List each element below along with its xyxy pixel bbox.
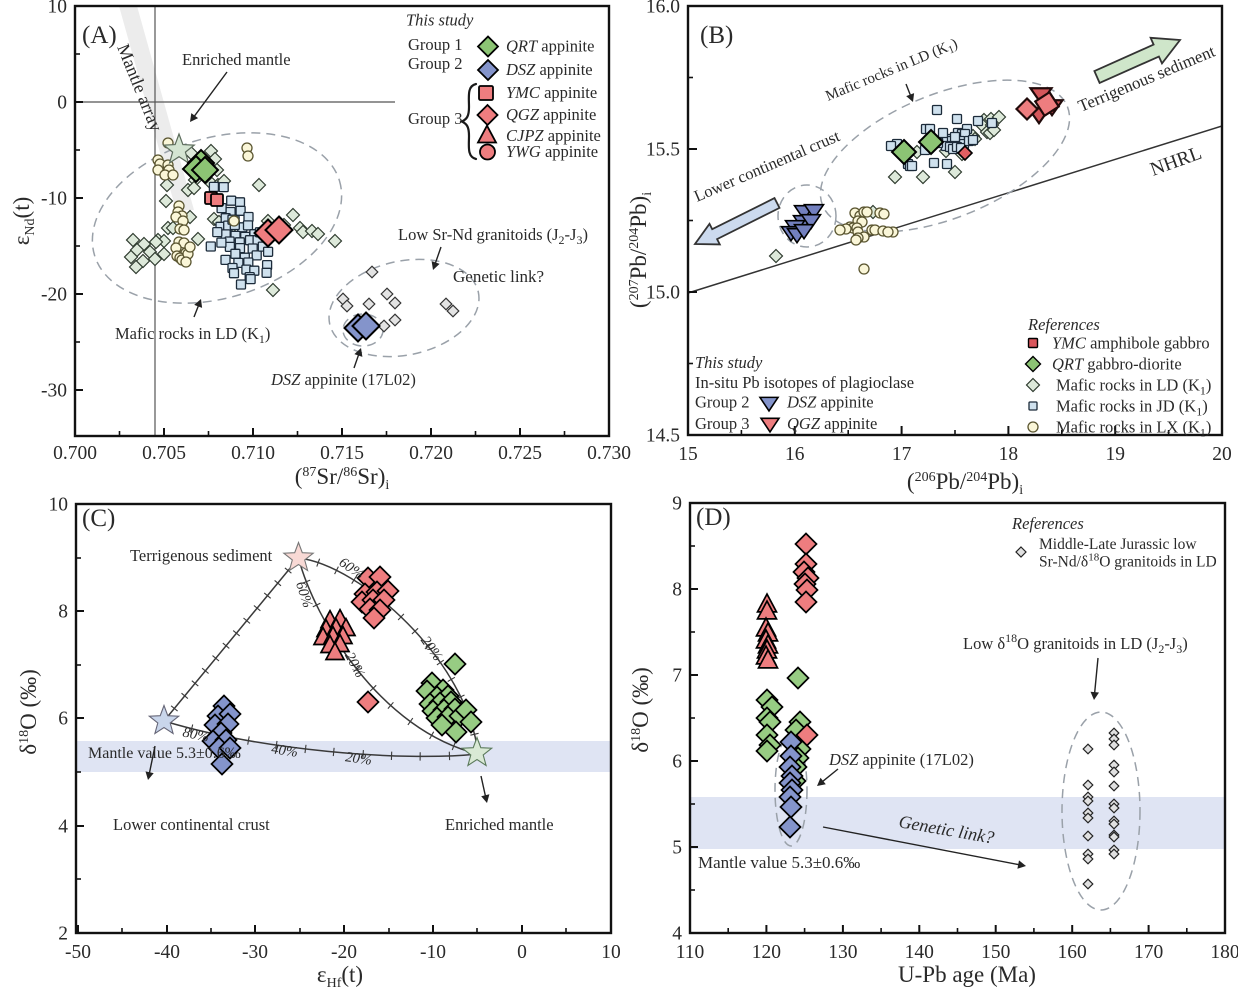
svg-text:This study: This study bbox=[695, 353, 763, 372]
svg-text:130: 130 bbox=[828, 942, 857, 963]
svg-text:10: 10 bbox=[48, 0, 68, 18]
svg-text:0.705: 0.705 bbox=[142, 443, 186, 464]
svg-text:Group 2: Group 2 bbox=[695, 393, 750, 412]
svg-text:0.720: 0.720 bbox=[409, 443, 453, 464]
svg-text:Low Sr-Nd granitoids (J2-J3): Low Sr-Nd granitoids (J2-J3) bbox=[398, 225, 588, 247]
svg-text:CJPZ appinite: CJPZ appinite bbox=[506, 126, 601, 145]
svg-text:Enriched mantle: Enriched mantle bbox=[445, 815, 554, 834]
svg-text:This study: This study bbox=[406, 11, 474, 30]
svg-text:Low δ18O granitoids in LD (J2-: Low δ18O granitoids in LD (J2-J3) bbox=[963, 631, 1188, 656]
svg-text:6: 6 bbox=[58, 709, 68, 730]
svg-text:0.715: 0.715 bbox=[320, 443, 364, 464]
svg-text:-20: -20 bbox=[331, 942, 357, 963]
svg-text:15: 15 bbox=[678, 444, 698, 465]
svg-text:0.725: 0.725 bbox=[498, 443, 542, 464]
svg-text:17: 17 bbox=[892, 444, 912, 465]
svg-text:0.730: 0.730 bbox=[587, 443, 631, 464]
svg-text:Middle-Late Jurassic low: Middle-Late Jurassic low bbox=[1039, 536, 1197, 553]
svg-text:20: 20 bbox=[1212, 444, 1232, 465]
svg-text:7: 7 bbox=[672, 666, 682, 687]
svg-text:(207Pb/204Pb)i: (207Pb/204Pb)i bbox=[626, 192, 655, 308]
svg-text:120: 120 bbox=[752, 942, 781, 963]
svg-text:140: 140 bbox=[905, 942, 934, 963]
svg-text:(B): (B) bbox=[700, 22, 733, 49]
svg-text:δ18O (‰): δ18O (‰) bbox=[628, 667, 653, 753]
svg-text:6: 6 bbox=[672, 752, 682, 773]
svg-text:Mafic rocks in LD (K1): Mafic rocks in LD (K1) bbox=[115, 324, 270, 346]
svg-text:QRT appinite: QRT appinite bbox=[506, 37, 594, 56]
svg-text:20%: 20% bbox=[344, 749, 373, 769]
svg-text:Terrigenous sediment: Terrigenous sediment bbox=[130, 546, 273, 565]
svg-text:Lower continental crust: Lower continental crust bbox=[113, 815, 270, 834]
svg-text:4: 4 bbox=[672, 924, 682, 945]
svg-text:Enriched mantle: Enriched mantle bbox=[182, 50, 291, 69]
svg-text:80%: 80% bbox=[181, 724, 210, 745]
svg-text:10: 10 bbox=[49, 495, 69, 516]
svg-text:170: 170 bbox=[1134, 942, 1163, 963]
svg-text:DSZ appinite: DSZ appinite bbox=[505, 60, 593, 79]
svg-text:15.5: 15.5 bbox=[646, 140, 680, 161]
svg-text:Group 3: Group 3 bbox=[408, 109, 463, 128]
svg-text:150: 150 bbox=[981, 942, 1010, 963]
svg-text:Genetic link?: Genetic link? bbox=[453, 267, 544, 286]
svg-text:Mafic rocks in LD (K1): Mafic rocks in LD (K1) bbox=[1056, 376, 1211, 398]
svg-text:19: 19 bbox=[1105, 444, 1125, 465]
svg-text:QGZ appinite: QGZ appinite bbox=[787, 414, 877, 433]
svg-text:0.700: 0.700 bbox=[53, 443, 97, 464]
svg-text:15.0: 15.0 bbox=[646, 283, 680, 304]
svg-text:Mafic rocks in JD (K1): Mafic rocks in JD (K1) bbox=[1056, 397, 1208, 419]
svg-text:DSZ appinite (17L02): DSZ appinite (17L02) bbox=[828, 750, 974, 769]
svg-text:60%: 60% bbox=[292, 580, 315, 610]
svg-text:-10: -10 bbox=[41, 189, 67, 210]
svg-text:References: References bbox=[1011, 514, 1084, 533]
svg-text:Mantle value 5.3±0.6‰: Mantle value 5.3±0.6‰ bbox=[88, 745, 241, 762]
svg-text:18: 18 bbox=[999, 444, 1019, 465]
svg-text:14.5: 14.5 bbox=[646, 426, 680, 447]
svg-text:Group 1: Group 1 bbox=[408, 35, 463, 54]
svg-text:Group 2: Group 2 bbox=[408, 54, 463, 73]
svg-text:Group 3: Group 3 bbox=[695, 414, 750, 433]
svg-text:160: 160 bbox=[1058, 942, 1087, 963]
svg-text:Mafic rocks in LX (K1): Mafic rocks in LX (K1) bbox=[1056, 418, 1211, 440]
svg-text:YWG appinite: YWG appinite bbox=[506, 142, 598, 161]
svg-text:40%: 40% bbox=[270, 741, 299, 761]
svg-text:(D): (D) bbox=[696, 504, 731, 531]
svg-text:9: 9 bbox=[672, 494, 682, 515]
svg-text:(87Sr/86Sr)i: (87Sr/86Sr)i bbox=[295, 464, 390, 493]
svg-text:In-situ Pb isotopes of plagioc: In-situ Pb isotopes of plagioclase bbox=[695, 373, 914, 392]
svg-text:-50: -50 bbox=[65, 942, 91, 963]
svg-text:0.710: 0.710 bbox=[231, 443, 275, 464]
svg-text:180: 180 bbox=[1210, 942, 1238, 963]
svg-text:8: 8 bbox=[672, 580, 682, 601]
svg-text:DSZ appinite (17L02): DSZ appinite (17L02) bbox=[270, 370, 416, 389]
svg-text:DSZ appinite: DSZ appinite bbox=[786, 393, 874, 412]
svg-text:4: 4 bbox=[58, 817, 68, 838]
svg-text:-30: -30 bbox=[41, 381, 67, 402]
svg-text:8: 8 bbox=[58, 602, 68, 623]
svg-text:(A): (A) bbox=[82, 22, 117, 49]
svg-text:-30: -30 bbox=[242, 942, 268, 963]
svg-text:110: 110 bbox=[676, 942, 705, 963]
svg-text:U-Pb age (Ma): U-Pb age (Ma) bbox=[898, 962, 1036, 987]
svg-text:QGZ appinite: QGZ appinite bbox=[506, 105, 596, 124]
svg-text:(C): (C) bbox=[82, 505, 115, 532]
svg-text:16.0: 16.0 bbox=[646, 0, 680, 18]
svg-text:References: References bbox=[1027, 315, 1100, 334]
svg-text:Sr-Nd/δ18O granitoids in LD: Sr-Nd/δ18O granitoids in LD bbox=[1039, 552, 1217, 571]
svg-text:QRT gabbro-diorite: QRT gabbro-diorite bbox=[1052, 355, 1182, 374]
svg-text:YMC appinite: YMC appinite bbox=[506, 83, 597, 102]
svg-text:Mantle value 5.3±0.6‰: Mantle value 5.3±0.6‰ bbox=[698, 853, 860, 872]
svg-text:εHf(t): εHf(t) bbox=[317, 962, 363, 991]
svg-text:-40: -40 bbox=[154, 942, 180, 963]
svg-text:YMC amphibole gabbro: YMC amphibole gabbro bbox=[1052, 334, 1210, 353]
svg-text:5: 5 bbox=[672, 838, 682, 859]
svg-text:0: 0 bbox=[57, 93, 67, 114]
svg-text:-10: -10 bbox=[420, 942, 446, 963]
svg-text:-20: -20 bbox=[41, 285, 67, 306]
svg-text:10: 10 bbox=[601, 942, 621, 963]
svg-text:0: 0 bbox=[517, 942, 527, 963]
svg-text:16: 16 bbox=[785, 444, 805, 465]
svg-text:2: 2 bbox=[58, 924, 68, 945]
